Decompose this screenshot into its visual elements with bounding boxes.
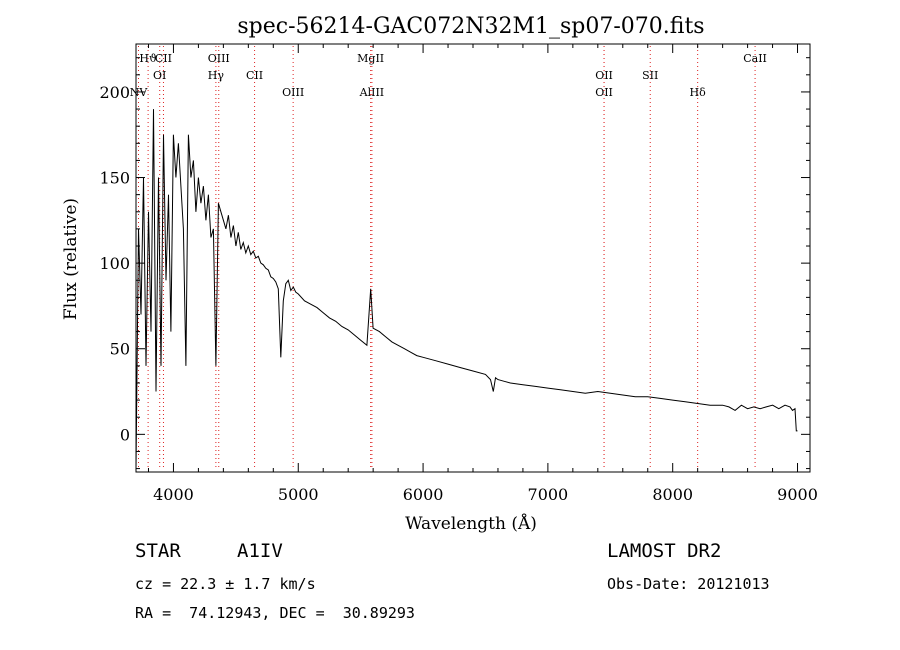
- spectral-line-label: AlIII: [359, 86, 385, 99]
- spectral-line-label: OIII: [282, 86, 304, 99]
- x-tick-label: 7000: [528, 485, 569, 504]
- spectral-line-markers: [137, 46, 756, 470]
- x-tick-label: 6000: [403, 485, 444, 504]
- spectral-line-label: CII: [155, 52, 172, 65]
- spectral-line-label: CII: [246, 69, 263, 82]
- spectral-line-label: OII: [595, 86, 613, 99]
- y-axis: 0 50 100 150 200: [99, 57, 810, 470]
- survey-name: LAMOST DR2: [607, 540, 722, 562]
- chart-title: spec-56214-GAC072N32M1_sp07-070.fits: [237, 14, 704, 39]
- y-tick-label: 100: [99, 254, 130, 273]
- y-tick-label: 0: [120, 425, 130, 444]
- x-tick-label: 8000: [652, 485, 693, 504]
- x-tick-label: 4000: [153, 485, 194, 504]
- spectral-line-label: SII: [642, 69, 658, 82]
- x-axis: 4000 5000 6000 7000 8000 9000: [147, 44, 818, 504]
- spectral-line-label: NV: [130, 86, 149, 99]
- y-tick-label: 150: [99, 169, 130, 188]
- coordinates: RA = 74.12943, DEC = 30.89293: [135, 604, 415, 622]
- y-axis-title: Flux (relative): [61, 198, 81, 320]
- redshift-velocity: cz = 22.3 ± 1.7 km/s: [135, 575, 316, 593]
- spectral-line-label: Hγ: [208, 69, 225, 82]
- x-tick-label: 9000: [777, 485, 818, 504]
- x-tick-label: 5000: [278, 485, 319, 504]
- spectral-line-label: Hδ: [690, 86, 707, 99]
- observation-date: Obs-Date: 20121013: [607, 575, 770, 593]
- spectral-line-label: OII: [595, 69, 613, 82]
- spectral-line-label: Hϑ: [139, 52, 157, 65]
- spectral-line-labels: Hϑ NV CII OI OIII Hγ CII OIII MgII AlIII OII OII SII…: [130, 52, 767, 99]
- spectral-line-label: OI: [153, 69, 166, 82]
- spectral-line-label: CaII: [743, 52, 767, 65]
- y-tick-label: 50: [110, 340, 130, 359]
- y-tick-label: 200: [99, 83, 130, 102]
- spectral-line-label: MgII: [357, 52, 384, 65]
- spectrum-line: [135, 109, 798, 469]
- object-subclass: A1IV: [237, 540, 283, 562]
- x-axis-title: Wavelength (Å): [405, 513, 537, 534]
- spectral-line-label: OIII: [208, 52, 230, 65]
- object-class: STAR: [135, 540, 181, 562]
- plot-frame: [135, 43, 811, 473]
